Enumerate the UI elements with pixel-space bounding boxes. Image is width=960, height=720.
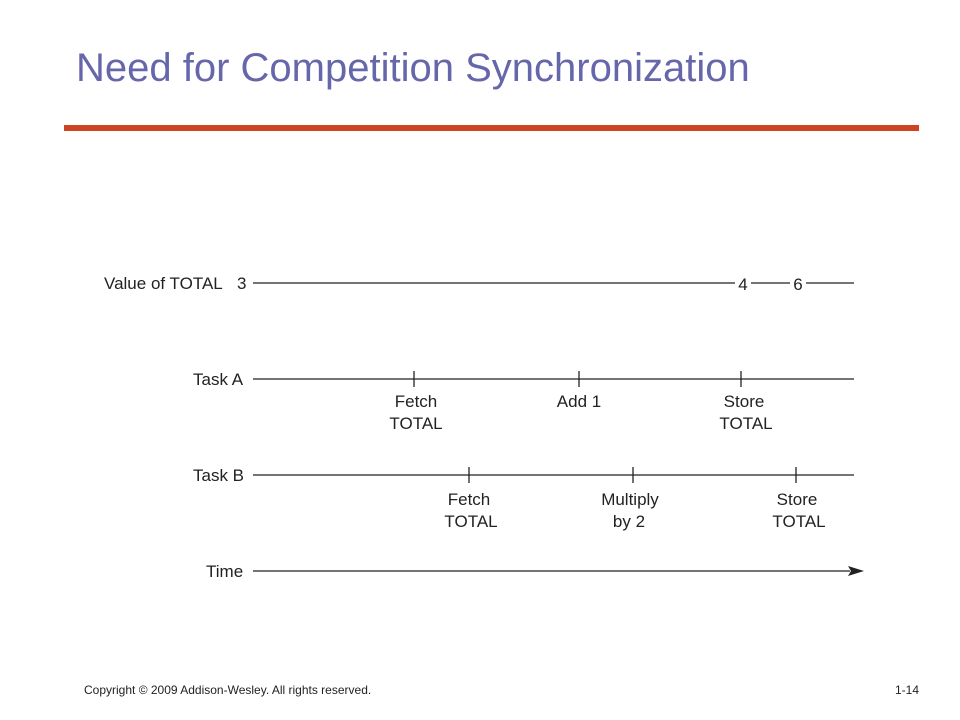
title-underline <box>64 125 919 131</box>
value-initial: 3 <box>237 274 246 293</box>
time-axis-label: Time <box>206 562 243 581</box>
task-b-label: Task B <box>193 466 244 485</box>
footer-copyright: Copyright © 2009 Addison-Wesley. All rig… <box>84 683 372 697</box>
value-after-task-a: 4 <box>738 275 747 294</box>
task-a-step-add-line1: Add 1 <box>557 392 601 411</box>
task-b-step-store-line1: Store <box>777 490 818 509</box>
slide-title: Need for Competition Synchronization <box>76 46 750 90</box>
value-gap-b <box>790 276 806 290</box>
value-row-label: Value of TOTAL <box>104 274 223 293</box>
task-b-step-store-line2: TOTAL <box>772 512 825 531</box>
task-a-step-store-line2: TOTAL <box>719 414 772 433</box>
time-axis-arrowhead <box>848 566 864 576</box>
footer-page-number: 1-14 <box>895 683 920 697</box>
value-after-task-b: 6 <box>793 275 802 294</box>
task-a-step-store-line1: Store <box>724 392 765 411</box>
task-a-step-fetch-line1: Fetch <box>395 392 438 411</box>
task-a-step-fetch-line2: TOTAL <box>389 414 442 433</box>
task-b-step-fetch-line1: Fetch <box>448 490 491 509</box>
task-b-step-multiply-line2: by 2 <box>613 512 645 531</box>
value-gap-a <box>735 276 751 290</box>
task-b-step-multiply-line1: Multiply <box>601 490 659 509</box>
task-b-step-fetch-line2: TOTAL <box>444 512 497 531</box>
task-a-label: Task A <box>193 370 244 389</box>
